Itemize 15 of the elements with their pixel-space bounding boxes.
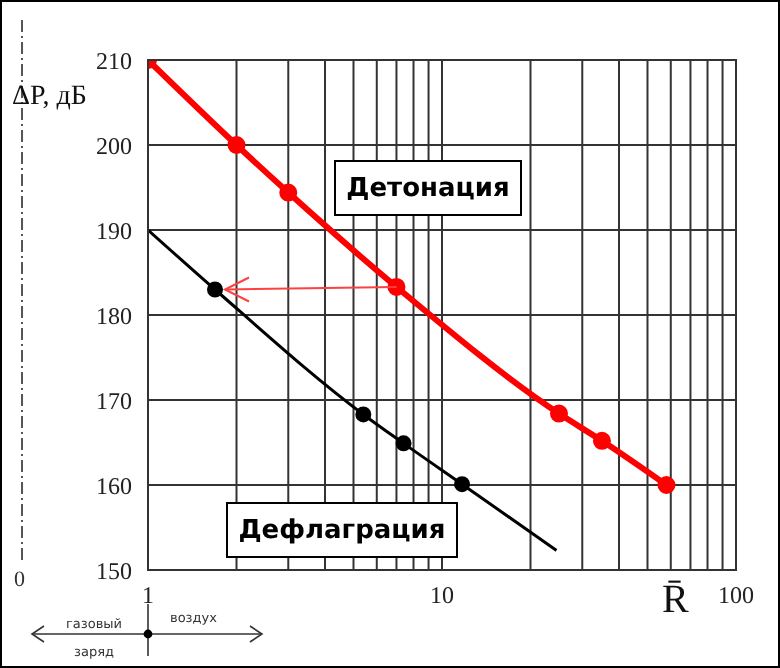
y-tick-label: 160 <box>96 471 132 500</box>
series-label: Детонация <box>334 160 522 216</box>
y-axis-title: ΔP, дБ <box>12 82 87 114</box>
series-label: Дефлаграция <box>226 502 458 558</box>
x-tick-label: 1 <box>142 581 154 610</box>
text: 0 <box>14 568 25 592</box>
x-tick-label: 100 <box>718 581 754 610</box>
y-tick-label: 180 <box>96 301 132 330</box>
x-axis-title: R̄ <box>662 578 689 624</box>
y-tick-label: 190 <box>96 216 132 245</box>
x-tick-label: 10 <box>430 581 454 610</box>
y-tick-label: 210 <box>96 46 132 75</box>
y-tick-label: 200 <box>96 131 132 160</box>
y-tick-label: 170 <box>96 386 132 415</box>
y-tick-label: 150 <box>96 556 132 585</box>
